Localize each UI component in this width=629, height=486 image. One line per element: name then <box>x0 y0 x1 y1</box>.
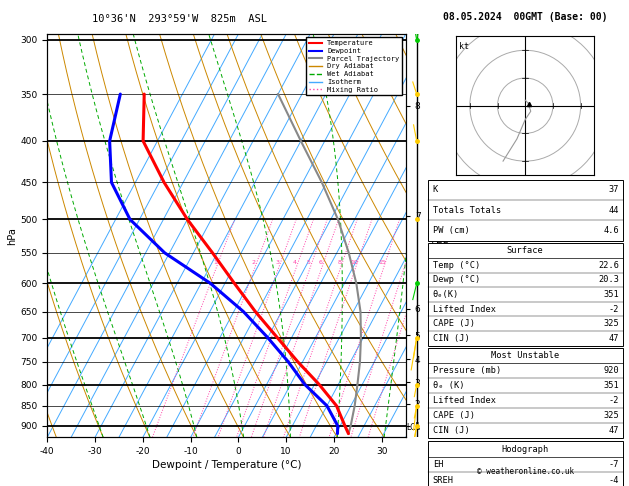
Text: 920: 920 <box>603 366 619 376</box>
Text: 351: 351 <box>603 290 619 299</box>
Y-axis label: km
ASL: km ASL <box>431 226 448 245</box>
Text: Surface: Surface <box>507 246 543 255</box>
Text: Hodograph: Hodograph <box>501 445 549 453</box>
Text: 37: 37 <box>608 186 619 194</box>
Text: Dewp (°C): Dewp (°C) <box>433 276 480 284</box>
Text: 4: 4 <box>293 260 297 265</box>
Y-axis label: hPa: hPa <box>8 227 18 244</box>
Text: 325: 325 <box>603 411 619 420</box>
Text: 10°36'N  293°59'W  825m  ASL: 10°36'N 293°59'W 825m ASL <box>92 14 267 24</box>
Text: θₑ(K): θₑ(K) <box>433 290 459 299</box>
Text: CAPE (J): CAPE (J) <box>433 411 475 420</box>
Text: 10: 10 <box>350 260 358 265</box>
Text: 8: 8 <box>337 260 341 265</box>
Text: kt: kt <box>459 42 469 51</box>
Text: 20.3: 20.3 <box>598 276 619 284</box>
Text: CAPE (J): CAPE (J) <box>433 319 475 328</box>
Text: 6: 6 <box>318 260 323 265</box>
Text: Temp (°C): Temp (°C) <box>433 261 480 270</box>
Text: Lifted Index: Lifted Index <box>433 397 496 405</box>
Text: 44: 44 <box>608 206 619 215</box>
Text: -7: -7 <box>608 460 619 469</box>
Legend: Temperature, Dewpoint, Parcel Trajectory, Dry Adiabat, Wet Adiabat, Isotherm, Mi: Temperature, Dewpoint, Parcel Trajectory… <box>306 37 402 95</box>
Text: K: K <box>433 186 438 194</box>
Text: 2: 2 <box>252 260 255 265</box>
Text: LCL: LCL <box>407 423 420 432</box>
Text: 47: 47 <box>608 334 619 343</box>
Text: -2: -2 <box>608 397 619 405</box>
Text: CIN (J): CIN (J) <box>433 334 469 343</box>
Text: -2: -2 <box>608 305 619 313</box>
Text: 3: 3 <box>276 260 279 265</box>
Text: θₑ (K): θₑ (K) <box>433 382 464 390</box>
Text: 325: 325 <box>603 319 619 328</box>
Text: 08.05.2024  00GMT (Base: 00): 08.05.2024 00GMT (Base: 00) <box>443 12 608 22</box>
Text: EH: EH <box>433 460 443 469</box>
Text: 15: 15 <box>379 260 386 265</box>
Text: Most Unstable: Most Unstable <box>491 351 559 361</box>
Text: SREH: SREH <box>433 476 454 485</box>
Text: 5: 5 <box>307 260 311 265</box>
X-axis label: Dewpoint / Temperature (°C): Dewpoint / Temperature (°C) <box>152 460 301 470</box>
Text: Totals Totals: Totals Totals <box>433 206 501 215</box>
Text: PW (cm): PW (cm) <box>433 226 469 235</box>
Text: 47: 47 <box>608 426 619 435</box>
Text: Pressure (mb): Pressure (mb) <box>433 366 501 376</box>
Text: -4: -4 <box>608 476 619 485</box>
Text: © weatheronline.co.uk: © weatheronline.co.uk <box>477 467 574 476</box>
Text: 1: 1 <box>213 260 217 265</box>
Text: 4.6: 4.6 <box>603 226 619 235</box>
Text: CIN (J): CIN (J) <box>433 426 469 435</box>
Text: 351: 351 <box>603 382 619 390</box>
Text: Lifted Index: Lifted Index <box>433 305 496 313</box>
Text: 22.6: 22.6 <box>598 261 619 270</box>
